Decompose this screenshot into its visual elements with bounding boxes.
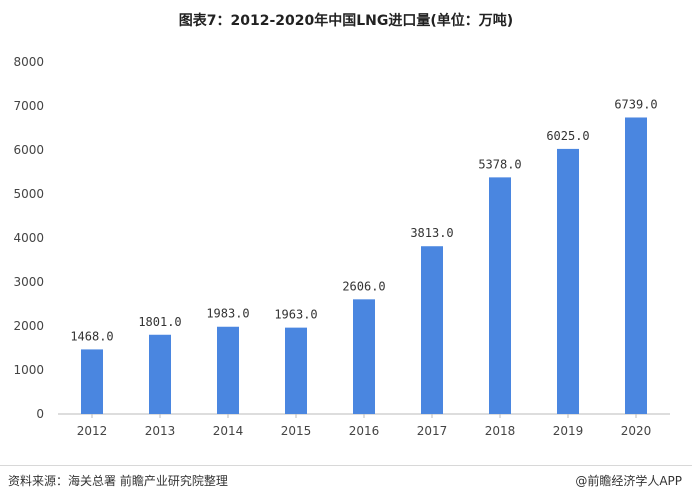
bar (489, 177, 511, 414)
y-tick-label: 5000 (13, 187, 44, 201)
data-label: 5378.0 (478, 157, 521, 171)
data-label: 6739.0 (614, 97, 657, 111)
x-tick-label: 2014 (213, 424, 244, 438)
x-tick-label: 2019 (553, 424, 584, 438)
credit-note: @前瞻经济学人APP (575, 474, 682, 488)
bar (217, 326, 239, 414)
y-tick-label: 2000 (13, 319, 44, 333)
y-tick-label: 6000 (13, 143, 44, 157)
bar (421, 246, 443, 414)
chart-footer: 资料来源：海关总署 前瞻产业研究院整理 @前瞻经济学人APP (0, 465, 692, 496)
data-label: 6025.0 (546, 129, 589, 143)
bar (625, 117, 647, 414)
data-label: 1468.0 (70, 329, 113, 343)
y-tick-label: 0 (36, 407, 44, 421)
bar (81, 349, 103, 414)
x-tick-label: 2017 (417, 424, 448, 438)
y-tick-label: 7000 (13, 99, 44, 113)
bar (149, 334, 171, 414)
chart-title: 图表7：2012-2020年中国LNG进口量(单位：万吨) (178, 13, 514, 29)
data-label: 1983.0 (206, 307, 249, 321)
data-label: 1963.0 (274, 308, 317, 322)
bar (557, 148, 579, 414)
data-label: 3813.0 (410, 226, 453, 240)
x-tick-label: 2016 (349, 424, 380, 438)
y-tick-label: 3000 (13, 275, 44, 289)
data-label: 1801.0 (138, 315, 181, 329)
bar-chart: 0 1000 2000 3000 4000 5000 6000 7000 8000 1468.0 2… (13, 55, 670, 438)
y-tick-label: 8000 (13, 55, 44, 69)
bar (285, 327, 307, 414)
x-tick-label: 2020 (621, 424, 652, 438)
source-note: 资料来源：海关总署 前瞻产业研究院整理 (8, 474, 228, 488)
x-tick-label: 2013 (145, 424, 176, 438)
x-tick-label: 2012 (77, 424, 108, 438)
x-tick-label: 2015 (281, 424, 312, 438)
bar (353, 299, 375, 414)
data-label: 2606.0 (342, 279, 385, 293)
y-tick-label: 4000 (13, 231, 44, 245)
y-tick-label: 1000 (13, 363, 44, 377)
x-tick-label: 2018 (485, 424, 516, 438)
